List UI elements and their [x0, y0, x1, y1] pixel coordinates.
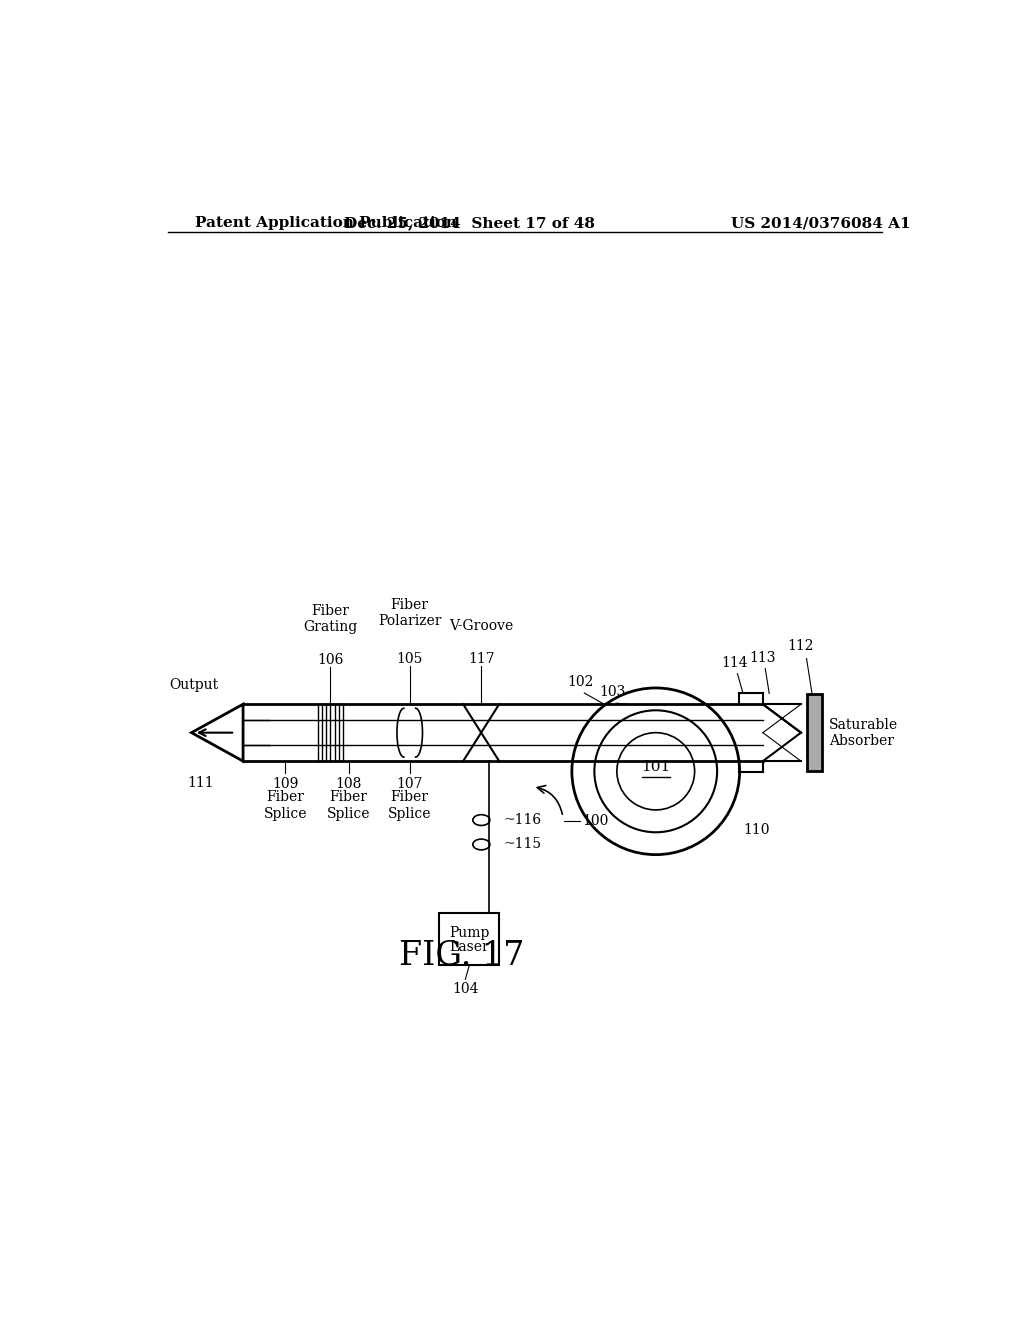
Text: Laser: Laser [450, 940, 489, 953]
Text: 101: 101 [641, 760, 671, 774]
FancyArrowPatch shape [538, 785, 562, 814]
Text: 111: 111 [187, 776, 214, 791]
Text: 113: 113 [750, 651, 776, 664]
Text: 107: 107 [396, 776, 423, 791]
Text: 106: 106 [317, 652, 344, 667]
Text: 102: 102 [567, 675, 594, 689]
Text: Dec. 25, 2014  Sheet 17 of 48: Dec. 25, 2014 Sheet 17 of 48 [344, 216, 595, 231]
Text: Fiber
Splice: Fiber Splice [388, 791, 431, 821]
Bar [807, 694, 822, 771]
Text: Fiber
Splice: Fiber Splice [263, 791, 307, 821]
Text: Fiber
Splice: Fiber Splice [327, 791, 371, 821]
Text: 104: 104 [453, 982, 478, 997]
Text: 108: 108 [336, 776, 361, 791]
Text: Saturable
Absorber: Saturable Absorber [828, 718, 898, 747]
Text: Fiber
Polarizer: Fiber Polarizer [378, 598, 441, 628]
Text: FIG. 17: FIG. 17 [398, 940, 524, 973]
Text: 105: 105 [396, 652, 423, 665]
Text: 114: 114 [722, 656, 749, 669]
Text: 100: 100 [582, 814, 608, 828]
Text: Fiber
Grating: Fiber Grating [303, 603, 357, 634]
Text: 109: 109 [272, 776, 298, 791]
Text: V-Groove: V-Groove [450, 619, 513, 634]
Text: 110: 110 [743, 822, 770, 837]
Text: ~115: ~115 [503, 837, 541, 851]
Text: 112: 112 [787, 639, 814, 653]
Text: Patent Application Publication: Patent Application Publication [196, 216, 458, 231]
Bar [439, 912, 499, 965]
Text: ~116: ~116 [503, 813, 541, 828]
Text: Pump: Pump [450, 925, 489, 940]
Text: 117: 117 [468, 652, 495, 665]
Text: Output: Output [169, 678, 218, 692]
Text: 103: 103 [599, 685, 626, 700]
Text: US 2014/0376084 A1: US 2014/0376084 A1 [731, 216, 910, 231]
